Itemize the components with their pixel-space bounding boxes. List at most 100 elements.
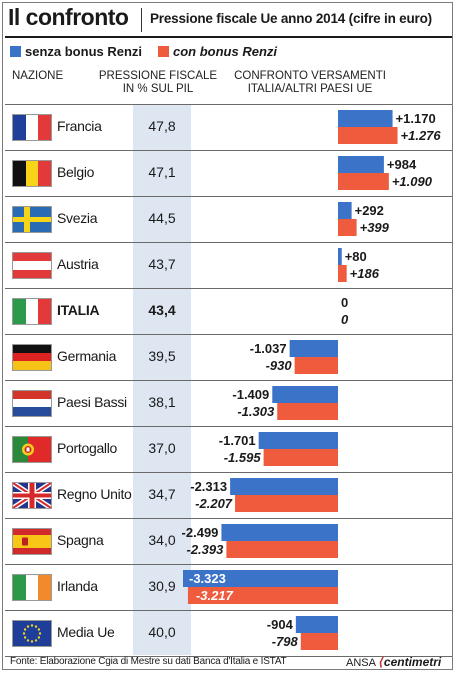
bar-senza [295,616,338,633]
value-label-senza: +1.170 [396,111,436,126]
bar-con [338,265,347,282]
value-label-con: -1.595 [224,450,262,465]
value-label-senza: +292 [355,203,384,218]
at-flag [13,253,51,278]
pil-value: 40,0 [148,624,176,640]
chart-title: Il confronto [8,4,129,30]
pil-value: 34,7 [148,486,176,502]
country-row: Svezia 44,5 [5,196,452,242]
pil-value: 43,7 [148,256,176,272]
value-label-senza: 0 [341,295,348,310]
column-header-cmp-line2: ITALIA/ALTRI PAESI UE [247,83,373,95]
chart-subtitle: Pressione fiscale Ue anno 2014 (cifre in… [150,11,432,26]
country-row: Portogallo 37,0 [5,426,452,472]
uk-flag [13,483,51,508]
legend-con-label: con bonus Renzi [173,44,277,59]
legend-con: con bonus Renzi [158,44,277,60]
value-label-senza: -2.499 [182,525,219,540]
row-separator [5,150,452,151]
country-name: Irlanda [57,578,98,594]
country-name: Austria [57,256,99,272]
bar-senza [289,340,338,357]
de-flag [13,345,51,370]
row-separator [5,472,452,473]
brand-centimetri: centimetri [383,655,442,669]
pil-value: 39,5 [148,348,176,364]
title-separator [141,8,142,32]
country-row: Regno Unito 34,7 [5,472,452,518]
country-name: Portogallo [57,440,118,456]
row-separator [5,426,452,427]
value-label-senza: -1.701 [219,433,256,448]
legend-senza: senza bonus Renzi [10,44,142,60]
row-separator [5,380,452,381]
row-separator [5,242,452,243]
bar-senza [338,248,342,265]
country-name: Francia [57,118,102,134]
row-separator [5,564,452,565]
row-separator [5,656,452,657]
row-separator [5,288,452,289]
row-separator [5,196,452,197]
pil-value: 47,8 [148,118,176,134]
row-separator [5,334,452,335]
country-name: Svezia [57,210,98,226]
pil-column-band [133,104,191,655]
country-row: Francia 47,8 [5,104,452,150]
column-header-cmp-line1: CONFRONTO VERSAMENTI [234,70,386,82]
country-name: ITALIA [57,302,100,318]
bar-senza [258,432,338,449]
legend-con-swatch [158,46,169,57]
bar-con [226,541,338,558]
pil-value: 44,5 [148,210,176,226]
country-row: Spagna 34,0 [5,518,452,564]
country-row: Media Ue 40,0 [5,610,452,656]
country-row: Austria 43,7 [5,242,452,288]
value-label-con: -930 [266,358,293,373]
pil-value: 34,0 [148,532,176,548]
es-flag [13,529,51,554]
bar-senza [272,386,338,403]
fr-flag [13,115,51,140]
header-rule [5,36,452,38]
country-name: Belgio [57,164,95,180]
bar-con [263,449,338,466]
footer-source: Fonte: Elaborazione Cgia di Mestre su da… [10,656,287,667]
country-name: Spagna [57,532,104,548]
column-header-pil-line2: IN % SUL PIL [122,83,194,95]
bar-con [300,633,338,650]
pil-value: 47,1 [148,164,176,180]
brand-arrow-icon: ⟨ [378,655,384,669]
value-label-con: +1.090 [392,174,433,189]
value-label-con: -1.303 [237,404,275,419]
it-flag [13,299,51,324]
pil-value: 30,9 [148,578,176,594]
bar-senza [183,570,338,587]
value-label-senza: -1.409 [232,387,269,402]
country-row: ITALIA 43,4 [5,288,452,334]
legend-senza-label: senza bonus Renzi [25,44,143,59]
value-label-senza: -904 [267,617,294,632]
legend-senza-swatch [10,46,21,57]
brand-ansa: ANSA [346,657,376,669]
value-label-con: -2.207 [195,496,233,511]
country-row: Paesi Bassi 38,1 [5,380,452,426]
bar-con [338,219,357,236]
country-name: Germania [57,348,117,364]
header: Il confronto Pressione fiscale Ue anno 2… [0,0,457,38]
value-label-con: -2.393 [187,542,225,557]
pil-value: 43,4 [148,302,176,318]
bar-con [277,403,338,420]
se-flag [13,207,51,232]
value-label-senza: -2.313 [190,479,227,494]
column-header-pil: PRESSIONE FISCALE IN % SUL PIL [98,70,218,96]
value-label-con: +186 [350,266,380,281]
value-label-con: +1.276 [401,128,442,143]
bar-senza [338,110,393,127]
pt-flag [13,437,51,462]
footer-brand: ANSA ⟨centimetri [346,655,441,669]
bar-con [235,495,338,512]
row-separator [5,104,452,105]
column-header-pil-line1: PRESSIONE FISCALE [98,70,218,82]
